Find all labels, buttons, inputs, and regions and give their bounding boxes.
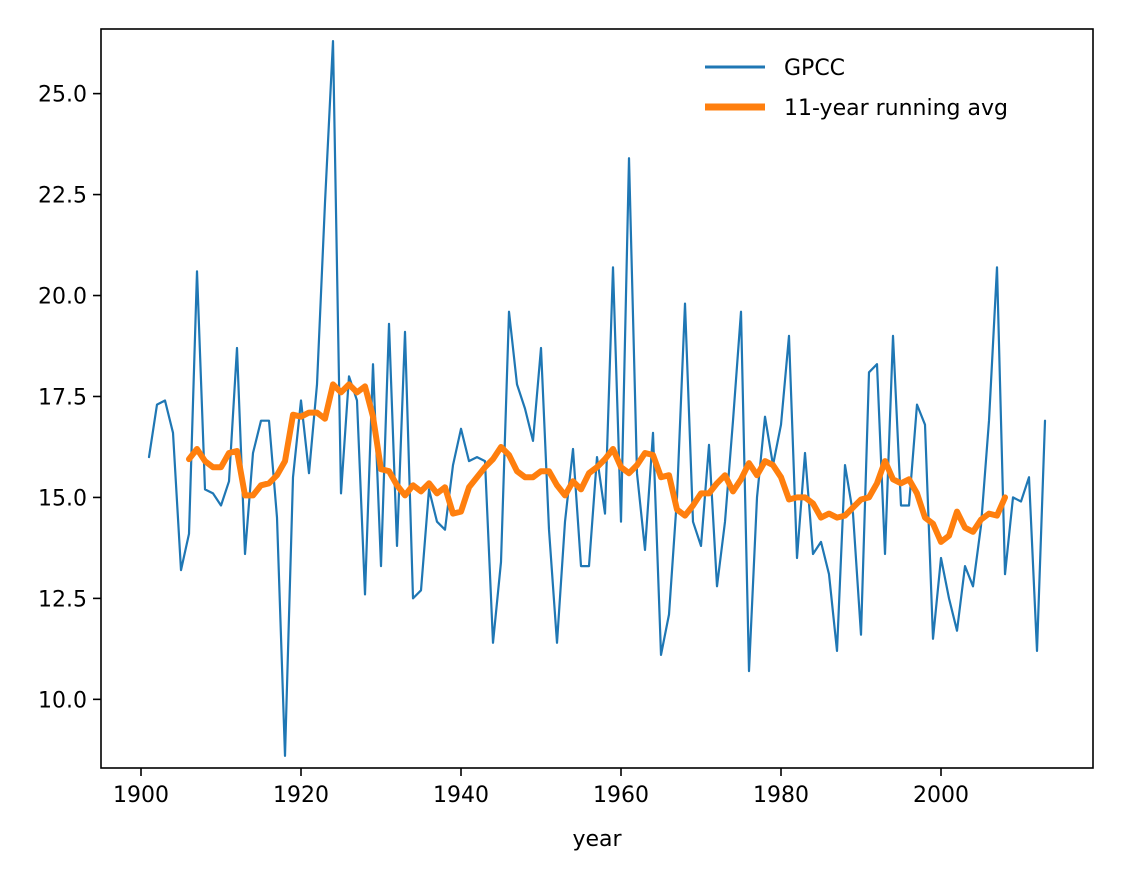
y-tick-label: 10.0 xyxy=(38,688,87,713)
y-tick-label: 12.5 xyxy=(38,587,87,612)
legend: GPCC 11-year running avg xyxy=(705,56,1008,121)
x-tick-label: 1980 xyxy=(753,783,809,808)
legend-label-running-avg: 11-year running avg xyxy=(784,96,1008,121)
x-axis-label: year xyxy=(572,827,622,852)
plot-frame xyxy=(100,28,1094,769)
series-line-gpcc xyxy=(147,39,1047,758)
y-tick-label: 15.0 xyxy=(38,486,87,511)
legend-label-gpcc: GPCC xyxy=(784,56,845,81)
y-tick-label: 25.0 xyxy=(38,83,87,108)
x-tick-label: 2000 xyxy=(913,783,969,808)
y-axis-ticks: 10.0 12.5 15.0 17.5 20.0 22.5 25.0 xyxy=(38,83,101,713)
series-line-11-year-running-avg xyxy=(186,381,1008,545)
y-tick-label: 20.0 xyxy=(38,285,87,310)
x-tick-label: 1960 xyxy=(593,783,649,808)
x-tick-label: 1920 xyxy=(273,783,329,808)
x-tick-label: 1940 xyxy=(433,783,489,808)
x-axis-ticks: 1900 1920 1940 1960 1980 2000 xyxy=(113,768,969,808)
y-tick-label: 17.5 xyxy=(38,385,87,410)
series-layer xyxy=(147,39,1047,758)
plot-area xyxy=(101,29,1093,768)
y-tick-label: 22.5 xyxy=(38,184,87,209)
x-tick-label: 1900 xyxy=(113,783,169,808)
